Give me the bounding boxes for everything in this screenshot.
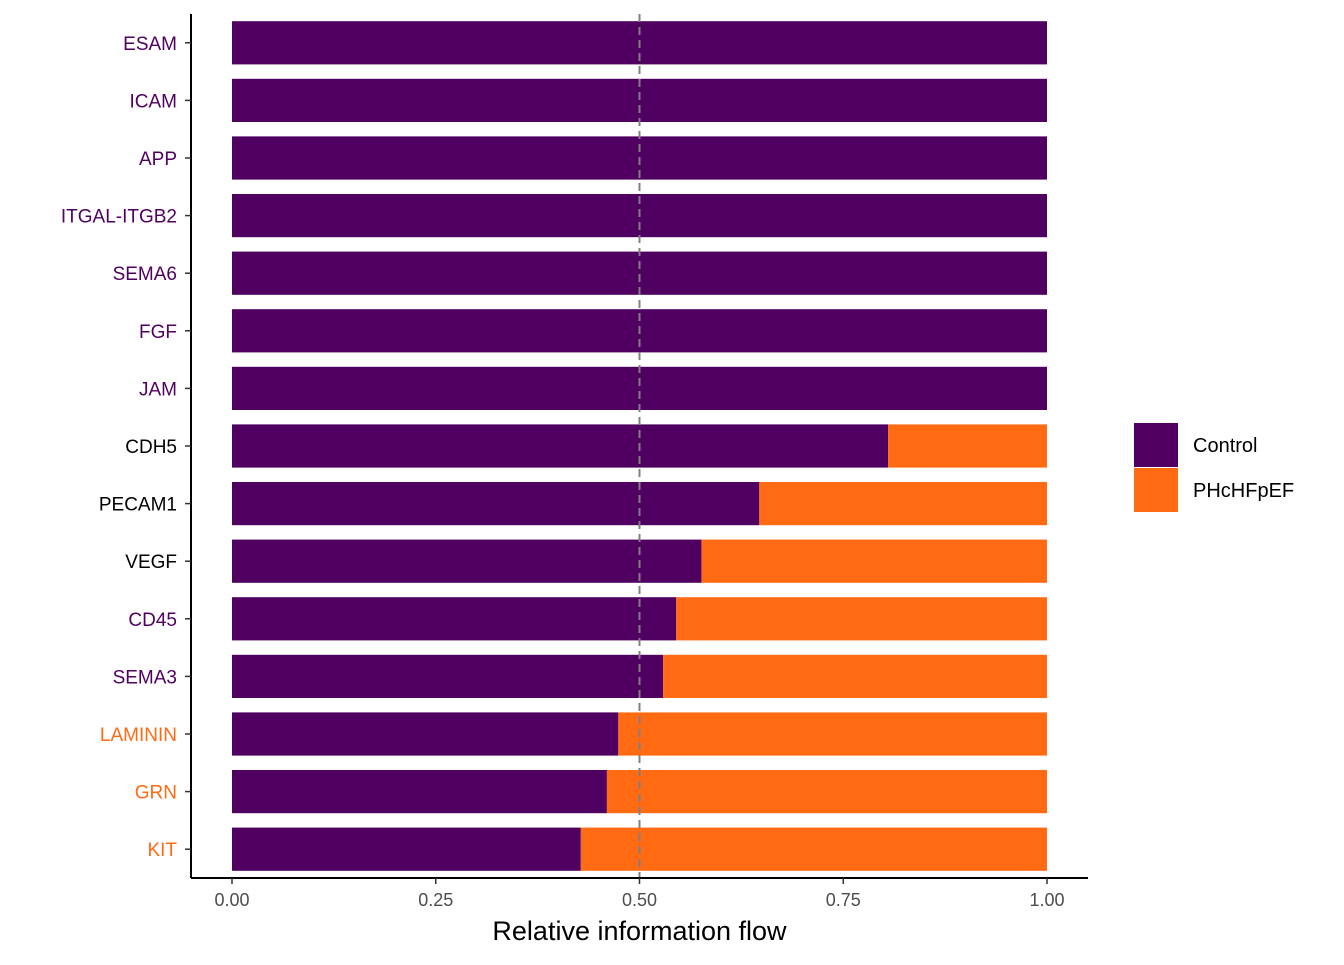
bar-laminin-control bbox=[232, 712, 619, 756]
y-tick-label-cd45: CD45 bbox=[128, 610, 177, 631]
y-tick-label-app: APP bbox=[139, 149, 177, 170]
x-tick-label-0-50: 0.50 bbox=[622, 890, 657, 910]
x-tick-label-1-00: 1.00 bbox=[1029, 890, 1064, 910]
x-tick-label-0-00: 0.00 bbox=[214, 890, 249, 910]
bar-jam-control bbox=[232, 366, 1047, 410]
bar-pecam1-phchfpef bbox=[759, 482, 1047, 526]
y-tick-label-pecam1: PECAM1 bbox=[99, 495, 177, 516]
bar-sema3-phchfpef bbox=[663, 654, 1047, 698]
legend-label-control: Control bbox=[1193, 435, 1257, 457]
x-axis-title: Relative information flow bbox=[492, 916, 787, 946]
y-tick-label-itgal-itgb2: ITGAL-ITGB2 bbox=[61, 207, 177, 228]
y-tick-label-sema6: SEMA6 bbox=[113, 264, 177, 285]
bar-laminin-phchfpef bbox=[618, 712, 1047, 756]
bar-pecam1-control bbox=[232, 482, 760, 526]
y-tick-label-esam: ESAM bbox=[123, 34, 177, 55]
axes-layer: ESAM ICAM APP ITGAL-ITGB2 SEMA6 FGF JAM CDH5 PEC… bbox=[61, 14, 1088, 946]
y-tick-label-jam: JAM bbox=[139, 379, 177, 400]
bar-kit-control bbox=[232, 827, 581, 871]
y-tick-label-vegf: VEGF bbox=[125, 552, 177, 573]
x-tick-label-0-75: 0.75 bbox=[826, 890, 861, 910]
bar-vegf-control bbox=[232, 539, 702, 583]
bar-cd45-control bbox=[232, 597, 677, 641]
y-tick-label-fgf: FGF bbox=[139, 322, 177, 343]
bar-cdh5-control bbox=[232, 424, 889, 468]
bar-sema3-control bbox=[232, 654, 664, 698]
legend-label-phchfpef: PHcHFpEF bbox=[1193, 480, 1294, 502]
bar-kit-phchfpef bbox=[580, 827, 1047, 871]
y-tick-label-laminin: LAMININ bbox=[100, 725, 177, 746]
y-tick-label-grn: GRN bbox=[135, 783, 177, 804]
legend: Control PHcHFpEF bbox=[1134, 423, 1294, 512]
y-tick-label-cdh5: CDH5 bbox=[125, 437, 177, 458]
y-tick-label-kit: KIT bbox=[147, 840, 177, 861]
x-tick-label-0-25: 0.25 bbox=[418, 890, 453, 910]
bar-grn-phchfpef bbox=[606, 770, 1047, 814]
bar-vegf-phchfpef bbox=[701, 539, 1047, 583]
y-tick-label-icam: ICAM bbox=[130, 91, 178, 112]
bar-cd45-phchfpef bbox=[676, 597, 1047, 641]
y-tick-label-sema3: SEMA3 bbox=[113, 667, 177, 688]
bar-cdh5-phchfpef bbox=[888, 424, 1047, 468]
bar-grn-control bbox=[232, 770, 607, 814]
legend-swatch-control bbox=[1134, 423, 1178, 467]
legend-swatch-phchfpef bbox=[1134, 468, 1178, 512]
